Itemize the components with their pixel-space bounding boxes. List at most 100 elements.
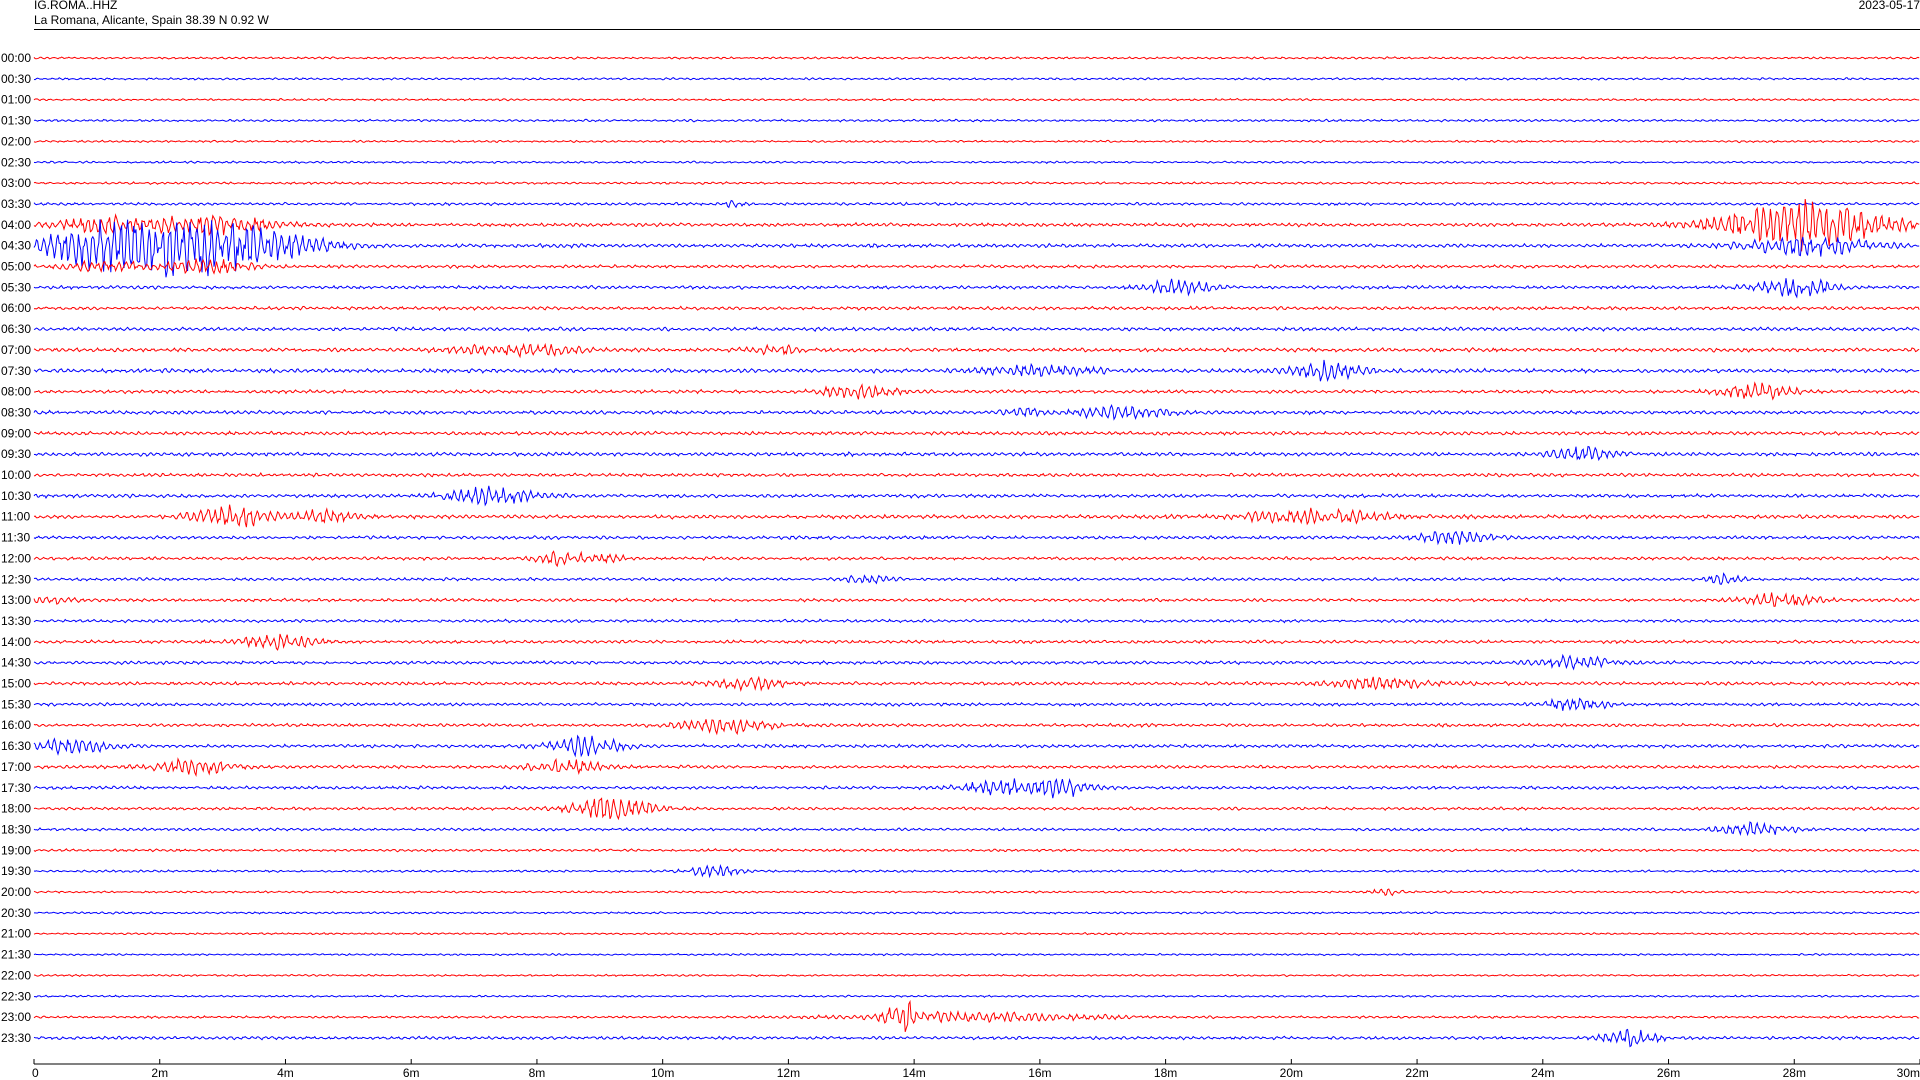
row-time-label: 11:30: [1, 531, 30, 545]
row-time-label: 23:00: [1, 1010, 31, 1024]
seismic-trace-0800: [33, 381, 1920, 401]
seismic-trace-1730: [33, 777, 1920, 799]
seismic-trace-1230: [33, 572, 1920, 586]
station-code: IG.ROMA..HHZ: [34, 0, 118, 12]
row-time-label: 07:30: [1, 364, 31, 378]
seismic-trace-0730: [33, 359, 1920, 382]
row-time-label: 13:30: [1, 614, 31, 628]
header-divider: [34, 29, 1920, 30]
seismic-trace-1130: [33, 530, 1920, 546]
row-time-label: 22:30: [1, 989, 31, 1003]
x-tick-label: 20m: [1280, 1066, 1303, 1080]
seismic-trace-0400: [33, 198, 1920, 252]
row-time-label: 03:30: [1, 197, 31, 211]
row-time-label: 00:30: [1, 72, 31, 86]
seismic-trace-0900: [33, 430, 1920, 437]
x-tick-label: 10m: [651, 1066, 674, 1080]
row-time-label: 10:00: [1, 468, 31, 482]
station-location: La Romana, Alicante, Spain 38.39 N 0.92 …: [34, 13, 269, 27]
row-time-label: 05:30: [1, 280, 31, 294]
seismic-trace-1630: [33, 734, 1920, 758]
seismic-trace-0200: [33, 139, 1920, 144]
seismic-trace-2230: [33, 994, 1920, 998]
row-time-label: 11:00: [1, 510, 30, 524]
x-tick-label: 4m: [277, 1066, 294, 1080]
row-time-label: 23:30: [1, 1031, 31, 1045]
seismic-trace-0700: [33, 342, 1920, 359]
seismic-trace-1300: [33, 592, 1920, 607]
seismic-trace-0230: [33, 160, 1920, 165]
row-time-label: 15:00: [1, 677, 31, 691]
row-time-label: 02:30: [1, 155, 31, 169]
row-time-label: 17:30: [1, 781, 31, 795]
x-tick-label: 14m: [902, 1066, 925, 1080]
row-time-label: 09:30: [1, 447, 31, 461]
row-time-label: 15:30: [1, 697, 31, 711]
seismic-trace-2130: [33, 952, 1920, 957]
seismic-trace-0300: [33, 181, 1920, 186]
row-time-label: 07:00: [1, 343, 31, 357]
seismic-trace-0130: [33, 118, 1920, 123]
seismic-trace-0600: [33, 305, 1920, 312]
seismic-trace-1200: [33, 550, 1920, 568]
seismic-trace-0000: [33, 56, 1920, 60]
seismic-trace-1100: [33, 504, 1920, 528]
seismic-trace-2100: [33, 932, 1920, 936]
x-tick-label: 12m: [777, 1066, 800, 1080]
seismic-trace-0100: [33, 97, 1920, 102]
row-time-label: 05:00: [1, 260, 31, 274]
seismic-trace-1330: [33, 618, 1920, 624]
seismic-trace-0330: [33, 199, 1920, 209]
row-time-label: 19:30: [1, 864, 31, 878]
seismic-trace-0930: [33, 445, 1920, 462]
seismic-trace-2200: [33, 973, 1920, 978]
x-tick-label: 26m: [1657, 1066, 1680, 1080]
row-time-label: 06:30: [1, 322, 31, 336]
seismic-trace-1930: [33, 864, 1920, 879]
seismic-trace-0530: [33, 278, 1920, 299]
row-label-group: 00:00 00:30 01:00 01:30 02:00 02:30 03:00 03:30…: [1, 51, 31, 1045]
seismic-trace-1430: [33, 653, 1920, 671]
row-time-label: 03:00: [1, 176, 31, 190]
seismic-trace-2000: [33, 888, 1920, 897]
row-time-label: 16:30: [1, 739, 31, 753]
row-time-label: 12:30: [1, 572, 31, 586]
seismic-trace-0830: [33, 403, 1920, 421]
x-tick-label: 30m: [1897, 1066, 1920, 1080]
row-time-label: 04:00: [1, 218, 31, 232]
seismic-trace-1030: [33, 485, 1920, 507]
seismic-trace-1500: [33, 675, 1920, 693]
seismic-trace-1830: [33, 821, 1920, 837]
row-time-label: 18:30: [1, 822, 31, 836]
seismic-trace-0030: [33, 76, 1920, 81]
x-tick-label: 22m: [1405, 1066, 1428, 1080]
record-date: 2023-05-17: [1858, 0, 1920, 12]
seismic-trace-2300: [33, 999, 1920, 1033]
row-time-label: 19:00: [1, 843, 31, 857]
x-tick-label: 6m: [403, 1066, 420, 1080]
x-tick-label: 16m: [1028, 1066, 1051, 1080]
seismic-trace-0500: [33, 258, 1920, 275]
row-time-label: 04:30: [1, 239, 31, 253]
row-time-label: 21:00: [1, 927, 31, 941]
row-time-label: 18:00: [1, 802, 31, 816]
row-time-label: 08:00: [1, 385, 31, 399]
seismic-trace-1400: [33, 633, 1920, 651]
row-time-label: 13:00: [1, 593, 31, 607]
row-time-label: 00:00: [1, 51, 31, 65]
row-time-label: 20:30: [1, 906, 31, 920]
x-tick-label: 28m: [1783, 1066, 1806, 1080]
row-time-label: 06:00: [1, 301, 31, 315]
seismic-trace-0630: [33, 326, 1920, 333]
row-time-label: 17:00: [1, 760, 31, 774]
seismic-trace-1600: [33, 719, 1920, 736]
row-time-label: 10:30: [1, 489, 31, 503]
row-time-label: 12:00: [1, 551, 31, 565]
seismic-trace-1900: [33, 848, 1920, 853]
row-time-label: 16:00: [1, 718, 31, 732]
row-time-label: 22:00: [1, 968, 31, 982]
x-tick-label: 8m: [529, 1066, 546, 1080]
row-time-label: 09:00: [1, 426, 31, 440]
row-time-label: 14:30: [1, 656, 31, 670]
